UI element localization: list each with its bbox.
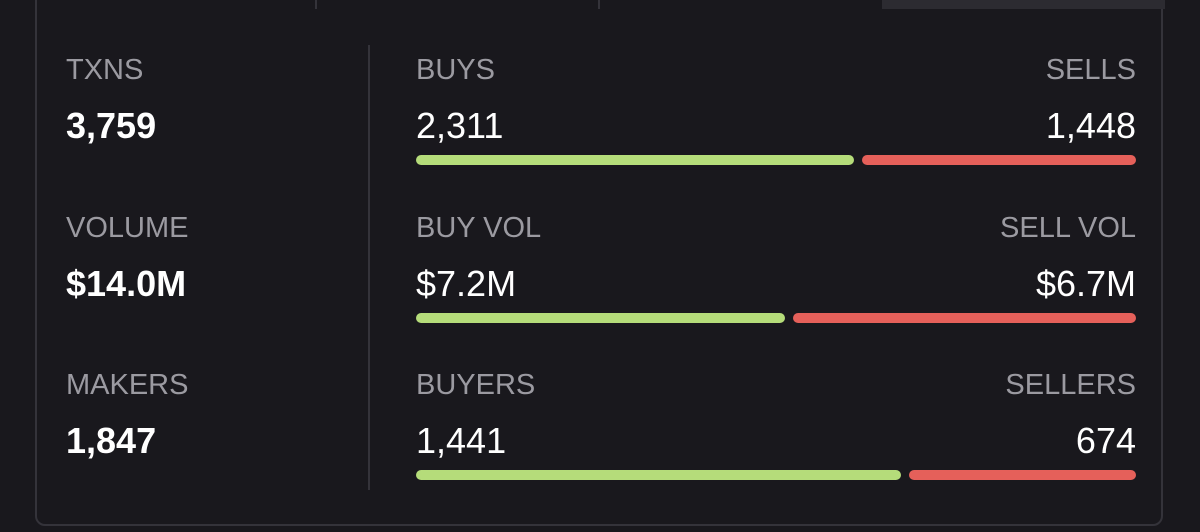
sell-bar [909,470,1136,480]
buy-label: BUYS [416,54,495,86]
sell-label: SELLERS [1005,369,1136,401]
stats-panel [35,0,1163,526]
sell-bar [861,155,1136,165]
stat-value: 3,759 [66,105,157,146]
buy-value: 1,441 [416,420,507,461]
tab-separator [315,0,317,9]
column-divider [368,45,370,490]
stat-label: TXNS [66,54,144,86]
buy-value: 2,311 [416,105,504,146]
buy-bar [416,470,902,480]
buy-bar [416,155,854,165]
buy-bar [416,313,785,323]
sell-value: 1,448 [1045,105,1136,146]
sell-bar [792,313,1136,323]
buy-label: BUYERS [416,369,536,401]
sell-value: $6.7M [1035,263,1136,304]
active-tab [882,0,1165,9]
tab-separator [598,0,600,9]
buy-label: BUY VOL [416,212,542,244]
stat-label: MAKERS [66,369,189,401]
stat-label: VOLUME [66,212,189,244]
stat-value: $14.0M [66,263,187,304]
sell-value: 674 [1075,420,1136,461]
buy-value: $7.2M [416,263,517,304]
sell-label: SELL VOL [1000,212,1136,244]
sell-label: SELLS [1045,54,1136,86]
stat-value: 1,847 [66,420,157,461]
